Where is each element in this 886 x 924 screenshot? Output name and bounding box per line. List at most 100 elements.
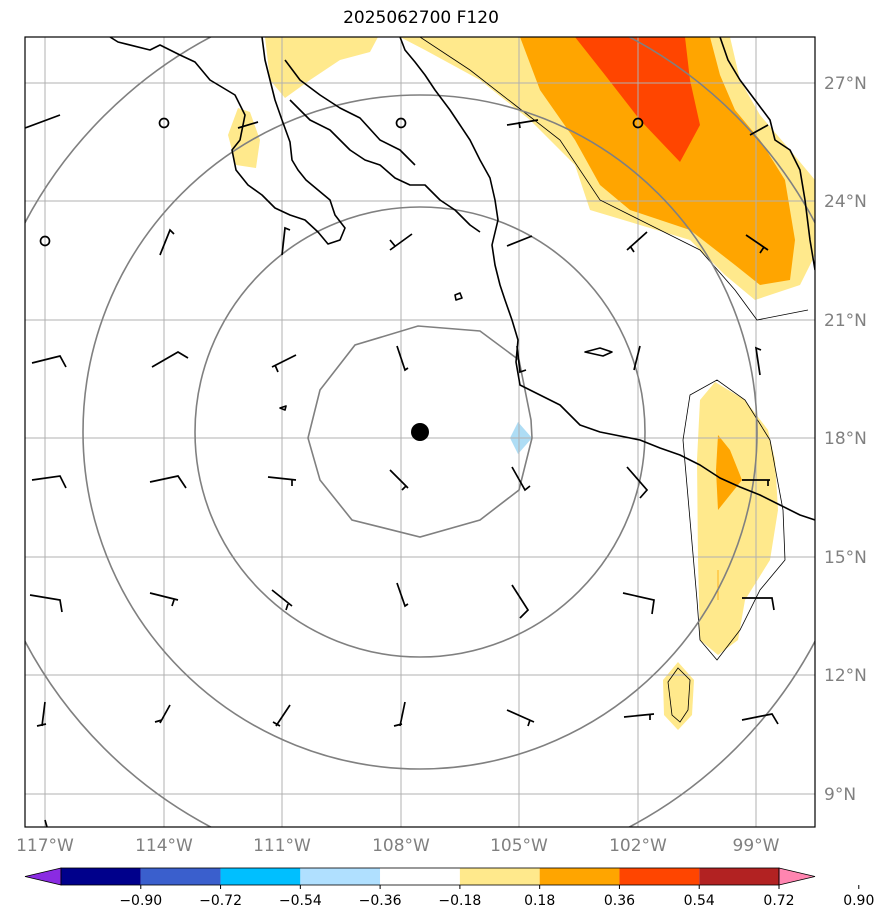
wind-barb — [25, 114, 61, 129]
colorbar-ticks: −0.90 −0.72 −0.54 −0.36 −0.18 0.18 0.36 0.54 0.7… — [119, 885, 874, 909]
lon-label: 102°W — [609, 836, 667, 856]
coastlines — [109, 37, 815, 521]
wind-barb — [36, 701, 47, 727]
lat-label: 21°N — [824, 311, 867, 331]
wind-barb — [396, 345, 409, 372]
lat-label: 27°N — [824, 74, 867, 94]
lon-label: 108°W — [372, 836, 430, 856]
storm-center-marker — [411, 423, 429, 441]
colorbar-tick-label: −0.54 — [279, 893, 322, 909]
wind-barb — [742, 597, 775, 611]
wind-barb — [237, 121, 259, 129]
colorbar: −0.90 −0.72 −0.54 −0.36 −0.18 0.18 0.36 0.54 0.7… — [24, 867, 874, 909]
lon-label: 114°W — [135, 836, 193, 856]
lon-label: 105°W — [490, 836, 548, 856]
wind-barb — [396, 582, 409, 608]
calm-circle — [632, 117, 644, 129]
wind-barb — [267, 476, 297, 486]
map-area — [25, 37, 815, 827]
wind-barb — [622, 592, 655, 615]
map-frame — [24, 36, 816, 828]
lat-label: 18°N — [824, 429, 867, 449]
wind-barb — [626, 466, 649, 499]
colorbar-segment — [459, 868, 540, 885]
colorbar-segment — [61, 868, 141, 885]
colorbar-tick-label: −0.90 — [119, 893, 162, 909]
colorbar-frame — [60, 867, 780, 886]
lon-label: 117°W — [16, 836, 74, 856]
field-yellow-south — [663, 662, 694, 730]
contour-east — [682, 379, 786, 661]
colorbar-segment — [619, 868, 700, 885]
wind-barb — [633, 345, 641, 371]
gridlines — [25, 37, 815, 827]
colorbar-tick-label: −0.36 — [359, 893, 402, 909]
colorbar-extend-high — [778, 867, 816, 886]
colorbar-segment — [220, 868, 301, 885]
colorbar-segments — [24, 867, 816, 886]
colorbar-tick-label: 0.90 — [843, 893, 874, 909]
colorbar-tick-label: 0.36 — [604, 893, 635, 909]
colorbar-tick-label: 0.18 — [524, 893, 555, 909]
wind-barb — [29, 594, 63, 613]
wind-barb — [745, 234, 769, 254]
island-tres-marias — [584, 347, 613, 357]
lon-labels: 117°W 114°W 111°W 108°W 105°W 102°W 99°W — [16, 836, 780, 856]
coastline-baja-pacific — [109, 37, 346, 245]
coastline-gulf-mainland — [399, 37, 815, 521]
wind-barb — [149, 475, 187, 489]
lat-label: 12°N — [824, 666, 867, 686]
colorbar-segment — [380, 868, 460, 885]
wind-barb — [281, 226, 291, 256]
field-orange-north — [520, 37, 795, 285]
contour-outlines — [419, 37, 809, 723]
wind-barb — [626, 231, 648, 253]
calm-circle — [39, 235, 51, 247]
wind-barbs — [25, 114, 779, 827]
colorbar-segment — [140, 868, 221, 885]
range-rings — [25, 37, 815, 827]
wind-barb — [154, 704, 171, 724]
wind-barb — [149, 592, 179, 607]
calm-circle — [395, 117, 407, 129]
wind-barb — [272, 704, 291, 727]
wind-barb — [506, 235, 533, 247]
coastline-gulf-inner — [284, 59, 416, 166]
lon-label: 99°W — [733, 836, 780, 856]
wind-barb — [151, 351, 189, 368]
contour-north — [419, 37, 809, 321]
wind-barb — [31, 355, 67, 368]
wind-barb — [511, 466, 531, 492]
wind-barb — [44, 819, 48, 827]
wind-barb — [741, 713, 779, 725]
wind-barb — [271, 589, 293, 611]
lat-labels: 27°N 24°N 21°N 18°N 15°N 12°N 9°N — [824, 74, 867, 805]
wind-barb — [389, 469, 409, 491]
field-orange-east — [716, 435, 742, 510]
wind-barb — [749, 124, 769, 136]
colorbar-extend-low — [24, 867, 62, 886]
colorbar-segment — [699, 868, 779, 885]
range-ring-1 — [307, 325, 533, 538]
colorbar-segment — [300, 868, 381, 885]
island-small-2 — [279, 405, 287, 411]
lat-label: 9°N — [824, 785, 856, 805]
wind-barb — [506, 119, 539, 129]
range-ring-2 — [194, 206, 646, 658]
lat-label: 24°N — [824, 192, 867, 212]
wind-barb — [506, 709, 535, 727]
field-yellow-east — [697, 382, 778, 655]
coastline-east-coast — [719, 37, 815, 271]
wind-barb — [159, 228, 175, 256]
map-title: 2025062700 F120 — [343, 8, 499, 28]
lon-label: 111°W — [253, 836, 311, 856]
wind-barb — [389, 233, 413, 251]
lat-label: 15°N — [824, 548, 867, 568]
colorbar-tick-label: −0.72 — [199, 893, 242, 909]
wind-barb — [511, 584, 530, 619]
wind-barb — [742, 479, 770, 486]
colorbar-tick-label: 0.54 — [684, 893, 715, 909]
island-small — [454, 292, 463, 301]
calm-circle — [158, 117, 170, 129]
